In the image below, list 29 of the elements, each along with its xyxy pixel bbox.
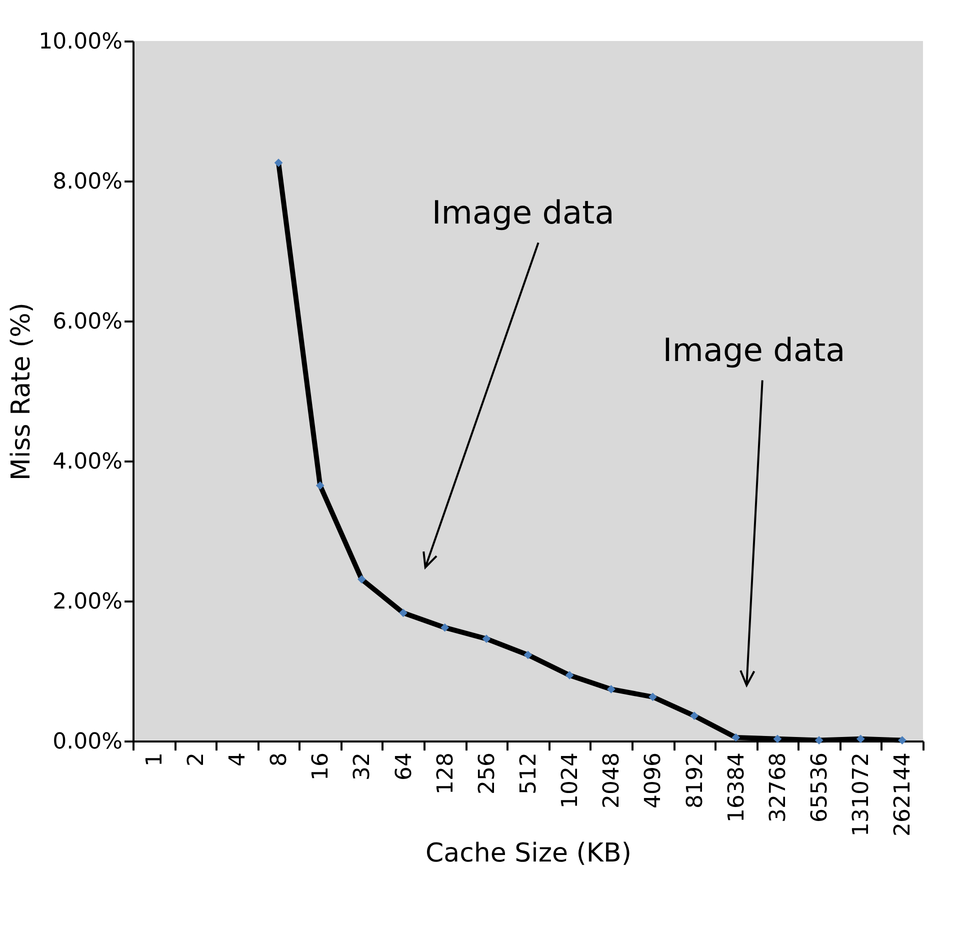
x-tick-label: 32 [350,752,376,780]
y-tick-label: 10.00% [38,30,122,54]
x-tick-label: 8192 [682,752,708,808]
x-tick-label: 1 [142,752,168,766]
x-tick-label: 256 [474,752,500,794]
x-tick-label: 8 [267,752,292,766]
y-tick-label: 6.00% [52,310,122,334]
x-tick-label: 4 [225,752,250,766]
y-tick-label: 2.00% [52,590,122,614]
annotation: Image data [662,331,846,370]
x-tick-label: 16384 [724,752,750,822]
y-tick-label: 8.00% [52,170,122,194]
x-tick-label: 512 [516,752,542,794]
y-axis-title: Miss Rate (%) [6,302,37,480]
x-tick-label: 4096 [641,752,666,808]
x-tick-label: 131072 [849,752,874,836]
x-tick-label: 2 [184,752,209,766]
x-tick-label: 2048 [600,752,625,808]
annotation: Image data [432,193,614,232]
x-axis-title: Cache Size (KB) [426,838,632,868]
y-tick-label: 0.00% [52,730,122,754]
x-tick-label: 262144 [890,752,916,836]
x-tick-label: 1024 [558,752,584,808]
x-tick-label: 32768 [766,752,791,822]
x-tick-label: 16 [308,752,334,780]
x-tick-label: 65536 [808,752,833,822]
x-tick-label: 128 [433,752,458,794]
y-tick-label: 4.00% [52,450,122,474]
x-tick-label: 64 [392,752,417,780]
